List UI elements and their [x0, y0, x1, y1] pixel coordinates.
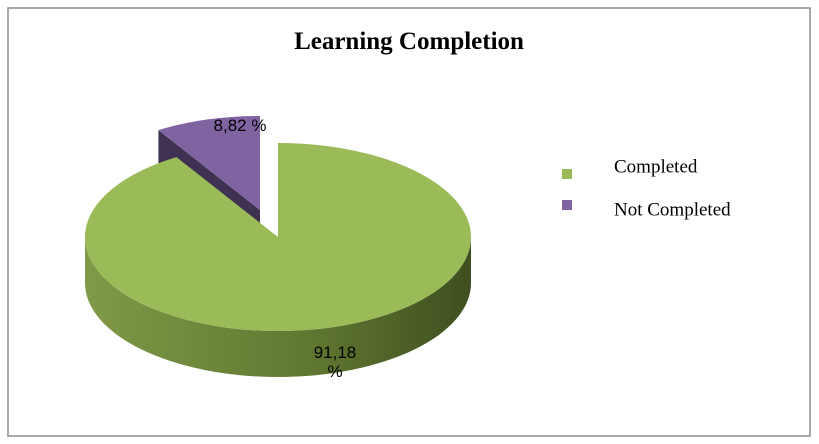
legend: Completed Not Completed: [562, 156, 731, 220]
pie-slice: [158, 116, 260, 210]
slice-side: [85, 237, 471, 377]
chart-title: Learning Completion: [294, 28, 524, 55]
pie-slice: [84, 143, 471, 331]
legend-label: Not Completed: [614, 199, 731, 220]
pie: [84, 116, 471, 377]
legend-swatch: [562, 200, 572, 210]
legend-swatch: [562, 169, 572, 179]
legend-label: Completed: [614, 156, 698, 177]
value-label: 8,82 %: [213, 116, 267, 135]
value-label: 91,18 %: [313, 343, 357, 381]
